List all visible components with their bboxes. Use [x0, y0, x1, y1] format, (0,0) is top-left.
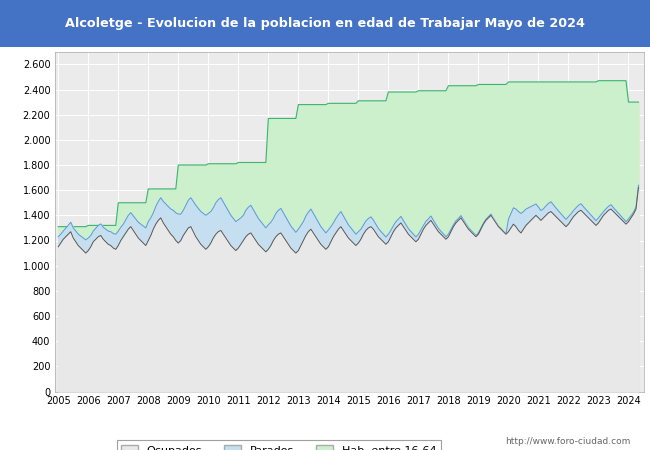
Text: http://www.foro-ciudad.com: http://www.foro-ciudad.com — [505, 436, 630, 446]
Legend: Ocupados, Parados, Hab. entre 16-64: Ocupados, Parados, Hab. entre 16-64 — [116, 441, 441, 450]
Text: Alcoletge - Evolucion de la poblacion en edad de Trabajar Mayo de 2024: Alcoletge - Evolucion de la poblacion en… — [65, 17, 585, 30]
